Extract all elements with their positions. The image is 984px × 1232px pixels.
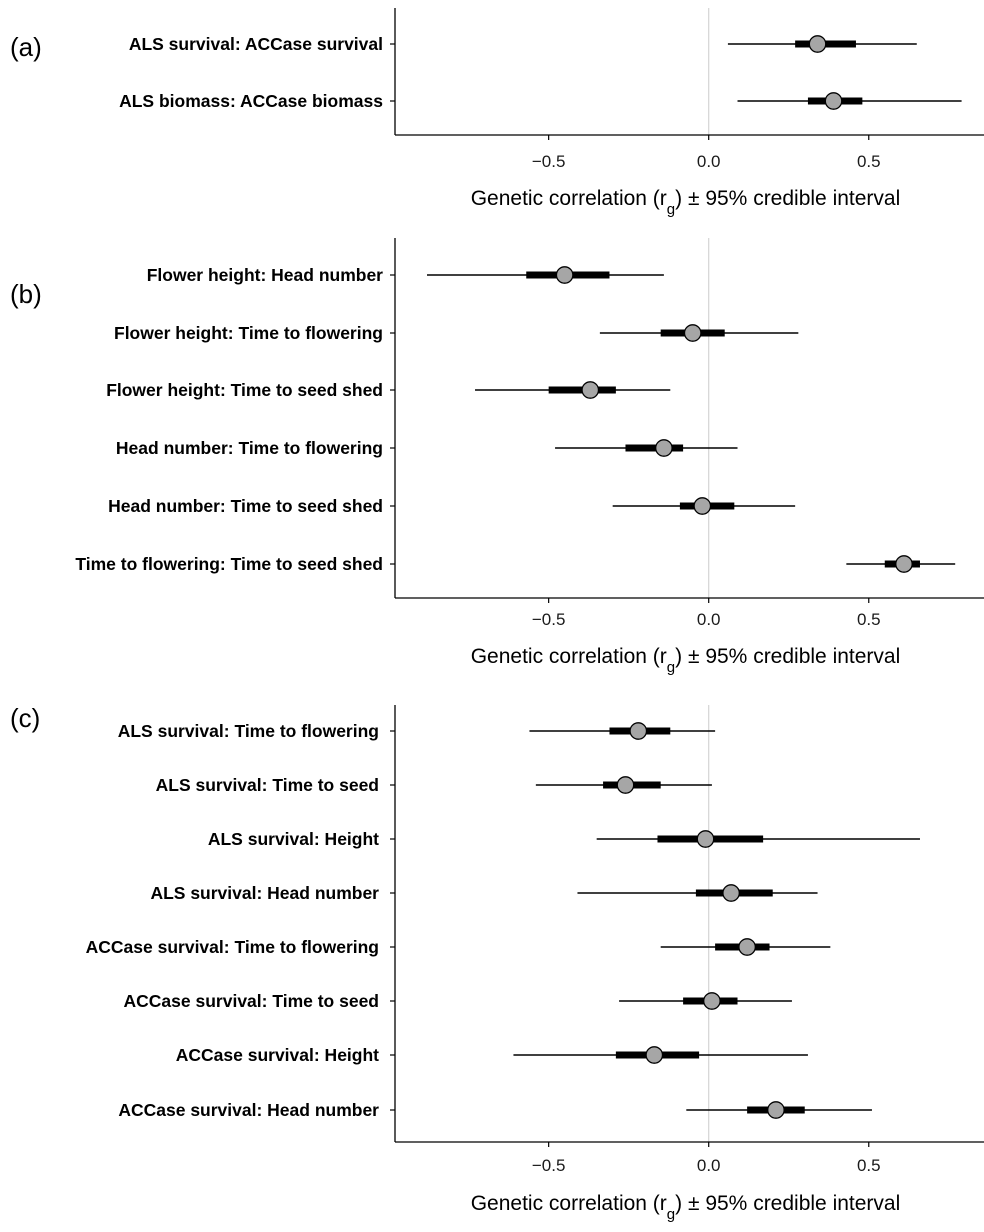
forest-row: Flower height: Time to flowering bbox=[114, 323, 799, 343]
panel-label: (b) bbox=[10, 279, 42, 309]
x-tick-label: 0.5 bbox=[857, 1156, 881, 1175]
forest-row: ALS survival: ACCase survival bbox=[129, 34, 917, 54]
panel-label: (a) bbox=[10, 32, 42, 62]
estimate-point bbox=[629, 722, 648, 740]
row-label: ACCase survival: Height bbox=[176, 1045, 379, 1065]
forest-row: ACCase survival: Height bbox=[176, 1045, 808, 1065]
estimate-point bbox=[696, 830, 715, 848]
estimate-point bbox=[722, 884, 740, 902]
forest-row: ACCase survival: Time to flowering bbox=[86, 937, 831, 957]
estimate-point bbox=[616, 776, 635, 794]
x-tick-label: −0.5 bbox=[532, 1156, 566, 1175]
row-label: ACCase survival: Head number bbox=[118, 1100, 379, 1120]
x-tick-label: −0.5 bbox=[532, 610, 566, 629]
row-label: ALS survival: Head number bbox=[150, 883, 379, 903]
row-label: Flower height: Time to seed shed bbox=[106, 380, 383, 400]
row-label: Head number: Time to flowering bbox=[116, 438, 383, 458]
row-label: ACCase survival: Time to seed bbox=[124, 991, 379, 1011]
x-axis-title: Genetic correlation (rg) ± 95% credible … bbox=[471, 1192, 901, 1223]
forest-row: ACCase survival: Time to seed bbox=[124, 991, 792, 1011]
row-label: ALS survival: ACCase survival bbox=[129, 34, 383, 54]
estimate-point bbox=[703, 992, 721, 1010]
panel-c: −0.5 0.0 0.5 Genetic correlation (rg) ± 95%… bbox=[10, 703, 984, 1223]
panel-label: (c) bbox=[10, 703, 40, 733]
forest-row: ALS survival: Head number bbox=[150, 883, 818, 903]
forest-row: Time to flowering: Time to seed shed bbox=[75, 554, 956, 574]
x-tick-label: 0.0 bbox=[697, 610, 721, 629]
row-label: ALS survival: Time to seed bbox=[156, 775, 379, 795]
x-axis-title: Genetic correlation (rg) ± 95% credible … bbox=[471, 645, 901, 676]
x-tick-label: 0.0 bbox=[697, 1156, 721, 1175]
forest-row: Flower height: Time to seed shed bbox=[106, 380, 671, 400]
estimate-point bbox=[581, 381, 600, 399]
estimate-point bbox=[824, 92, 843, 110]
x-tick-label: 0.5 bbox=[857, 610, 881, 629]
row-label: ALS survival: Time to flowering bbox=[118, 721, 379, 741]
row-label: ACCase survival: Time to flowering bbox=[86, 937, 379, 957]
row-label: Flower height: Head number bbox=[147, 265, 383, 285]
panel-b: −0.5 0.0 0.5 Genetic correlation (rg) ± 95%… bbox=[10, 238, 984, 676]
panel-a: −0.5 0.0 0.5 Genetic correlation (rg) ± 95%… bbox=[10, 8, 984, 218]
forest-row: ALS survival: Time to flowering bbox=[118, 721, 716, 741]
forest-row: Head number: Time to flowering bbox=[116, 438, 738, 458]
forest-row: Flower height: Head number bbox=[147, 265, 664, 285]
forest-row: Head number: Time to seed shed bbox=[108, 496, 796, 516]
forest-row: ALS survival: Time to seed bbox=[156, 775, 712, 795]
row-label: ALS survival: Height bbox=[208, 829, 379, 849]
x-axis-title: Genetic correlation (rg) ± 95% credible … bbox=[471, 187, 901, 218]
estimate-point bbox=[767, 1101, 785, 1119]
estimate-point bbox=[645, 1046, 664, 1064]
row-label: Flower height: Time to flowering bbox=[114, 323, 383, 343]
row-label: Time to flowering: Time to seed shed bbox=[75, 554, 383, 574]
forest-row: ACCase survival: Head number bbox=[118, 1100, 872, 1120]
estimate-point bbox=[808, 35, 827, 53]
row-label: Head number: Time to seed shed bbox=[108, 496, 383, 516]
forest-row: ALS survival: Height bbox=[208, 829, 920, 849]
estimate-point bbox=[655, 439, 673, 457]
forest-row: ALS biomass: ACCase biomass bbox=[119, 91, 962, 111]
row-label: ALS biomass: ACCase biomass bbox=[119, 91, 383, 111]
estimate-point bbox=[683, 324, 702, 342]
x-tick-label: 0.5 bbox=[857, 152, 881, 171]
estimate-point bbox=[738, 938, 756, 956]
x-tick-label: −0.5 bbox=[532, 152, 566, 171]
estimate-point bbox=[895, 555, 913, 573]
estimate-point bbox=[693, 497, 712, 515]
estimate-point bbox=[555, 266, 574, 284]
x-tick-label: 0.0 bbox=[697, 152, 721, 171]
